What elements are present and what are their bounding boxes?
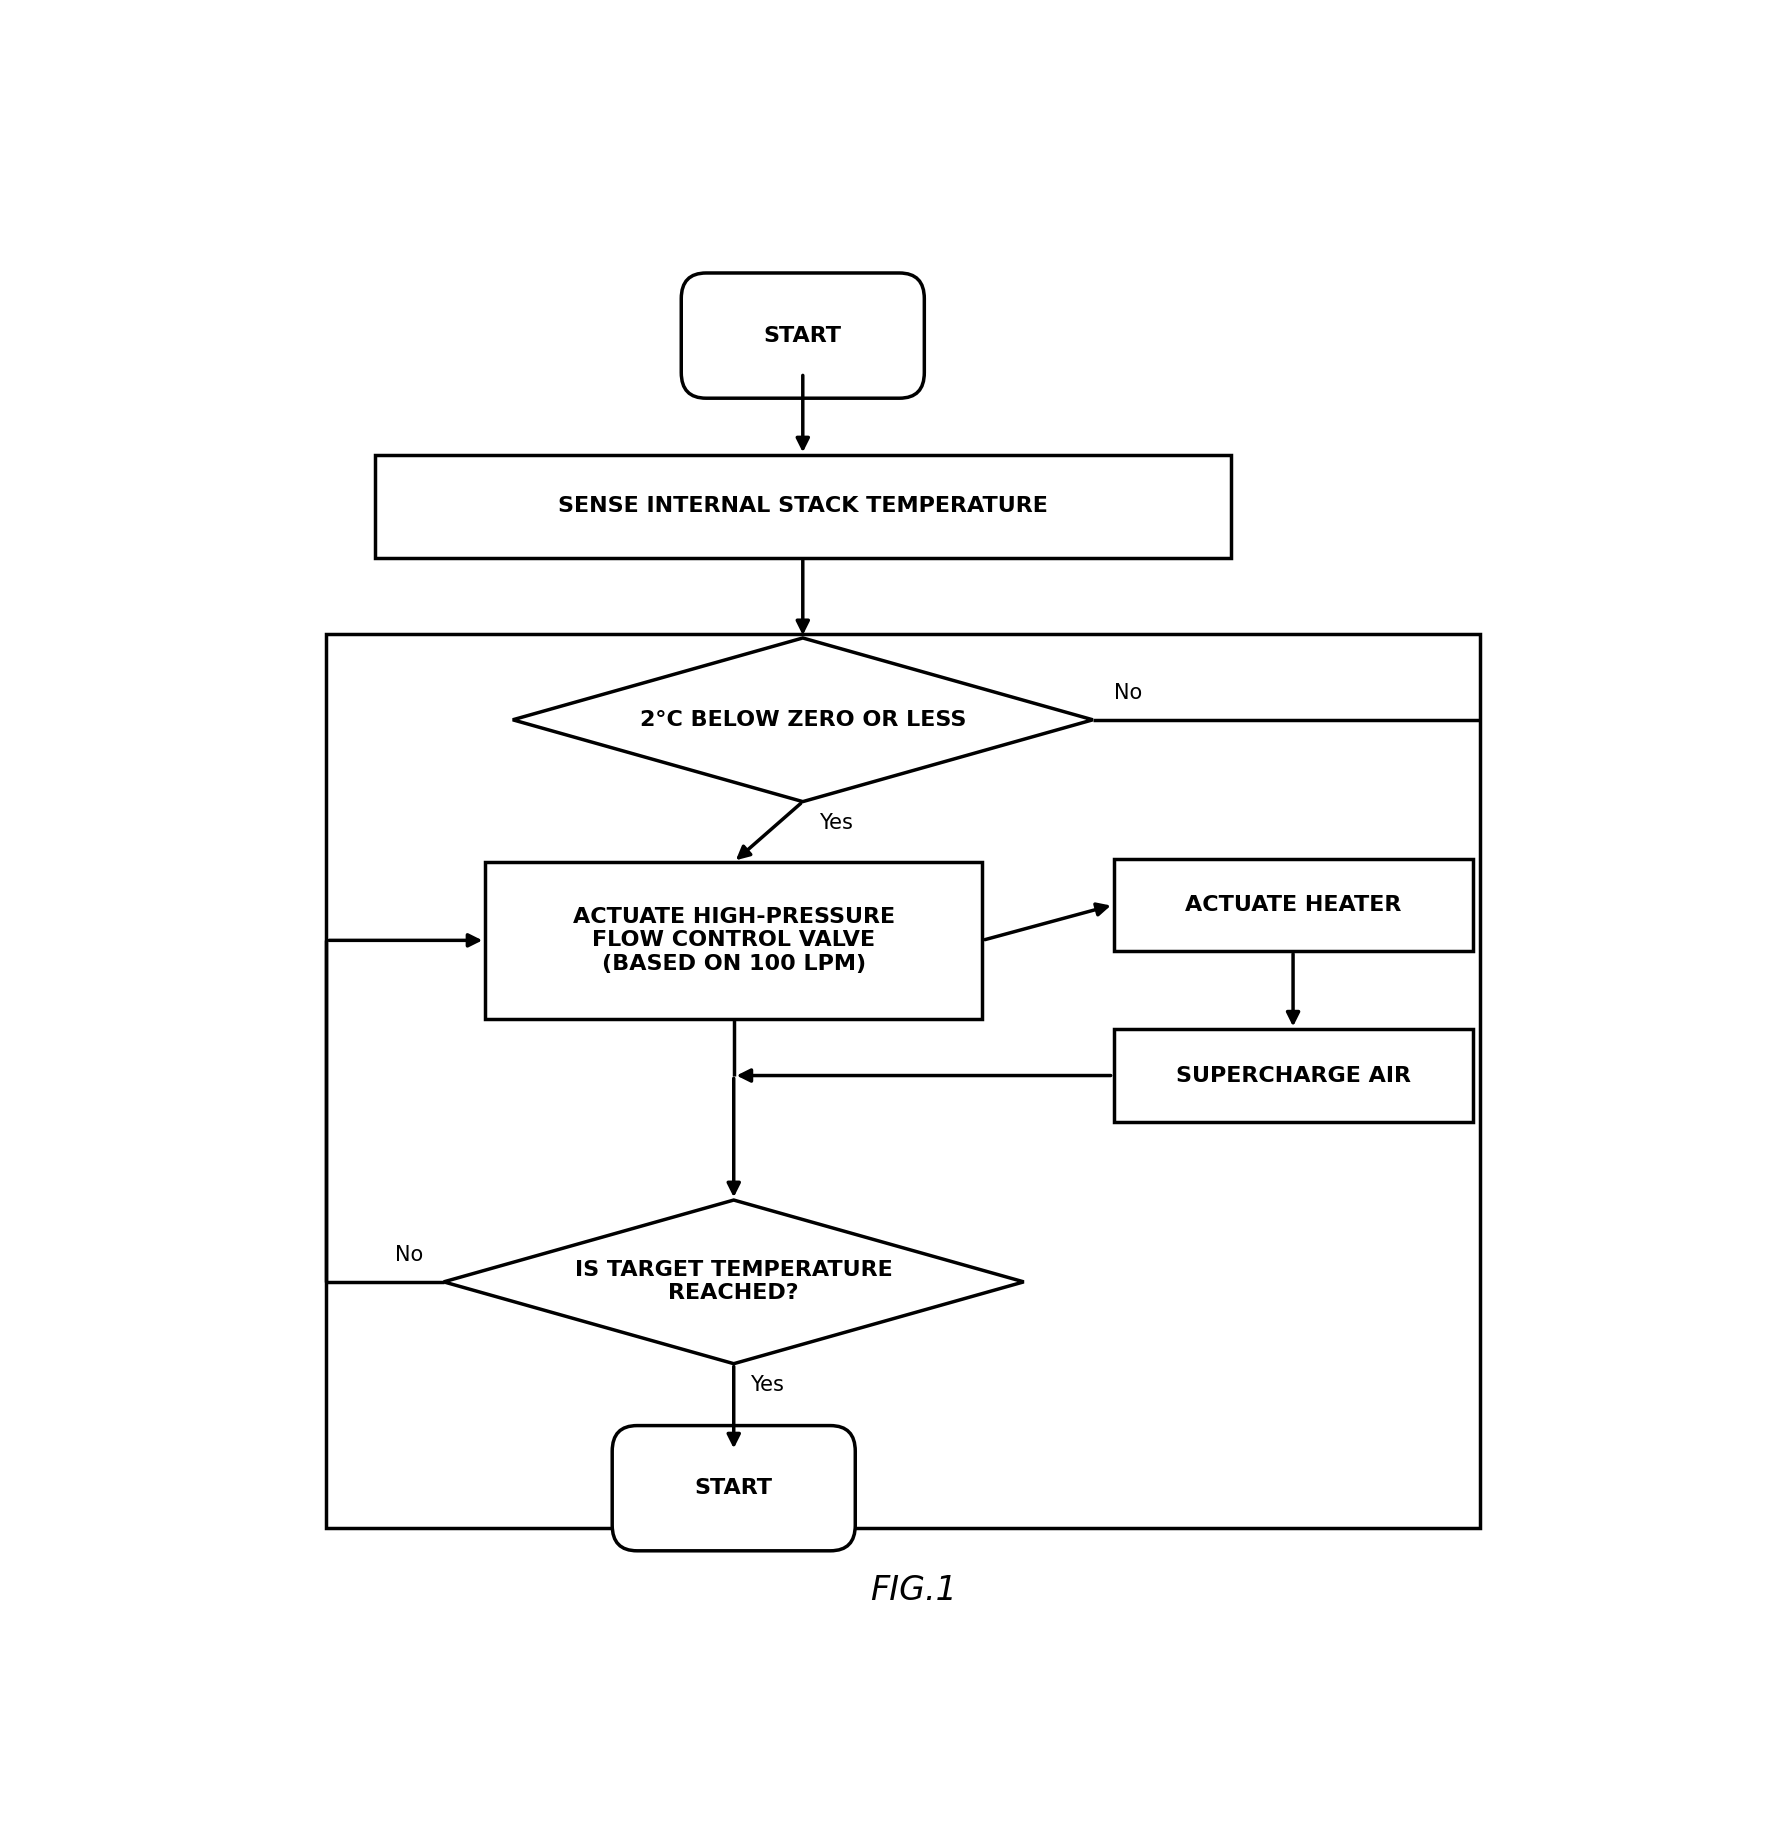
Bar xyxy=(1114,859,1472,952)
Bar xyxy=(326,634,1479,1528)
FancyBboxPatch shape xyxy=(681,274,925,397)
Text: Yes: Yes xyxy=(750,1375,784,1395)
Text: SENSE INTERNAL STACK TEMPERATURE: SENSE INTERNAL STACK TEMPERATURE xyxy=(558,497,1048,516)
Bar xyxy=(1114,1029,1472,1122)
Bar xyxy=(485,861,982,1018)
FancyBboxPatch shape xyxy=(613,1425,855,1550)
Text: ACTUATE HEATER: ACTUATE HEATER xyxy=(1185,894,1401,915)
Text: Yes: Yes xyxy=(820,813,854,833)
Text: ACTUATE HIGH-PRESSURE
FLOW CONTROL VALVE
(BASED ON 100 LPM): ACTUATE HIGH-PRESSURE FLOW CONTROL VALVE… xyxy=(572,907,895,974)
Text: FIG.1: FIG.1 xyxy=(870,1574,957,1608)
Text: START: START xyxy=(764,325,841,346)
Text: No: No xyxy=(1114,682,1142,702)
Polygon shape xyxy=(513,638,1092,802)
Text: No: No xyxy=(396,1246,422,1264)
Text: SUPERCHARGE AIR: SUPERCHARGE AIR xyxy=(1176,1066,1411,1085)
Bar xyxy=(374,455,1231,558)
Text: START: START xyxy=(695,1478,773,1499)
Text: 2°C BELOW ZERO OR LESS: 2°C BELOW ZERO OR LESS xyxy=(640,710,966,730)
Text: IS TARGET TEMPERATURE
REACHED?: IS TARGET TEMPERATURE REACHED? xyxy=(576,1260,893,1303)
Polygon shape xyxy=(444,1199,1023,1364)
